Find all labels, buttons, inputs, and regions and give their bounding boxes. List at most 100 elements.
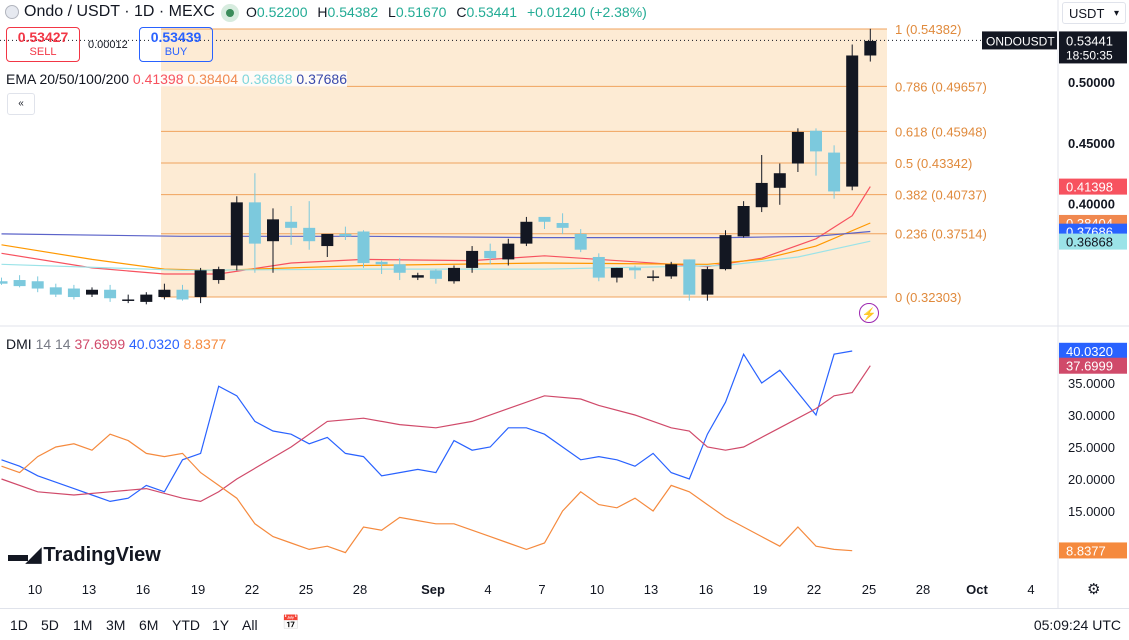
tradingview-logo: ▬◢ TradingView xyxy=(8,544,161,566)
sell-button[interactable]: 0.53427 SELL xyxy=(6,27,80,62)
ema-line xyxy=(1,240,871,271)
ema-badge-bg xyxy=(1059,178,1127,195)
dmi-y-tick-label: 15.0000 xyxy=(1068,504,1115,519)
dmi-badge-bg xyxy=(1059,542,1127,559)
calendar-goto-icon[interactable]: 📅 xyxy=(282,614,300,630)
range-5d[interactable]: 5D xyxy=(41,617,59,633)
last-price-tag: 0.53441 xyxy=(1066,33,1113,48)
lightning-icon[interactable]: ⚡ xyxy=(859,303,879,323)
buy-button[interactable]: 0.53439 BUY xyxy=(139,27,213,62)
candle-body xyxy=(122,299,135,301)
x-tick-label: 19 xyxy=(191,582,205,597)
spread-value: 0.00012 xyxy=(88,39,128,51)
y-tick-label: 0.45000 xyxy=(1068,136,1115,151)
candle-body xyxy=(502,243,515,260)
candle-body xyxy=(357,231,370,264)
x-tick-label: 28 xyxy=(916,582,930,597)
market-status-icon[interactable] xyxy=(221,4,239,22)
dmi-y-tick-label: 25.0000 xyxy=(1068,440,1115,455)
candle-body xyxy=(810,130,822,152)
x-tick-label: 4 xyxy=(484,582,491,597)
candle-body xyxy=(791,131,804,164)
ema-line xyxy=(1,222,871,271)
x-tick-label: 4 xyxy=(1027,582,1034,597)
x-tick-label: 22 xyxy=(807,582,821,597)
candle-body xyxy=(411,275,424,278)
dmi-legend[interactable]: DMI 14 14 37.6999 40.0320 8.8377 xyxy=(6,336,227,352)
candle-body xyxy=(0,281,8,284)
range-3m[interactable]: 3M xyxy=(106,617,126,633)
candle-body xyxy=(176,289,189,300)
candle-body xyxy=(321,233,334,247)
range-1d[interactable]: 1D xyxy=(10,617,28,633)
ondo-logo-icon xyxy=(5,5,19,19)
x-tick-label: 25 xyxy=(299,582,313,597)
candle-body xyxy=(592,256,605,278)
range-1y[interactable]: 1Y xyxy=(212,617,230,633)
currency-select[interactable]: USDT ▾ xyxy=(1062,2,1126,24)
ema-badge-bg xyxy=(1059,233,1127,250)
adx-value: 8.8377 xyxy=(183,336,227,352)
y-tick-label: 0.40000 xyxy=(1068,197,1115,212)
dmi-line xyxy=(1,433,853,554)
candle-body xyxy=(665,264,678,277)
countdown-tag: 18:50:35 xyxy=(1066,48,1113,62)
range-1m[interactable]: 1M xyxy=(73,617,93,633)
candle-body xyxy=(31,281,44,289)
ema-badge: 0.41398 xyxy=(1066,180,1113,195)
candle-body xyxy=(629,267,641,271)
dmi-y-tick-label: 35.0000 xyxy=(1068,376,1115,391)
candle-body xyxy=(194,270,207,298)
collapse-legend-button[interactable]: « xyxy=(7,93,35,115)
dmi-y-tick-label: 30.0000 xyxy=(1068,408,1115,423)
candle-body xyxy=(49,287,62,295)
utc-clock[interactable]: 05:09:24 UTC xyxy=(1033,617,1121,633)
candle-body xyxy=(755,182,768,208)
candle-body xyxy=(701,269,714,295)
range-6m[interactable]: 6M xyxy=(139,617,159,633)
candle-body xyxy=(647,276,660,278)
range-ytd[interactable]: YTD xyxy=(172,617,200,633)
candle-body xyxy=(719,235,732,270)
fib-level-label: 1 (0.54382) xyxy=(895,22,962,37)
candle-body xyxy=(484,250,497,259)
candle-body xyxy=(140,294,153,302)
candle-body xyxy=(448,267,460,282)
candle-body xyxy=(339,233,352,237)
symbol-title[interactable]: Ondo / USDT · 1D · MEXC xyxy=(24,3,215,20)
candle-body xyxy=(773,173,786,188)
candle-body xyxy=(267,219,279,242)
fib-level-label: 0.618 (0.45948) xyxy=(895,124,987,139)
candle-body xyxy=(610,267,623,278)
ema-legend[interactable]: EMA 20/50/100/200 0.41398 0.38404 0.3686… xyxy=(6,71,347,87)
symbol-tag: ONDOUSDT xyxy=(986,34,1055,48)
candle-body xyxy=(248,202,261,244)
tradingview-mark-icon: ▬◢ xyxy=(8,544,41,566)
fib-level-label: 0.236 (0.37514) xyxy=(895,227,987,242)
candle-body xyxy=(375,261,388,265)
candle-body xyxy=(864,40,877,56)
x-tick-label: 25 xyxy=(862,582,876,597)
x-tick-label: Oct xyxy=(966,582,988,597)
x-tick-label: 19 xyxy=(753,582,767,597)
ema20-value: 0.41398 xyxy=(132,71,184,87)
range-all[interactable]: All xyxy=(242,617,258,633)
fib-level-label: 0 (0.32303) xyxy=(895,290,962,305)
open-value: 0.52200 xyxy=(256,4,308,20)
ema100-value: 0.36868 xyxy=(241,71,293,87)
x-tick-label: 16 xyxy=(136,582,150,597)
dmi-y-tick-label: 20.0000 xyxy=(1068,472,1115,487)
candle-body xyxy=(828,152,841,192)
last-price-tag-bg xyxy=(1059,31,1127,64)
low-value: 0.51670 xyxy=(395,4,447,20)
close-value: 0.53441 xyxy=(466,4,518,20)
candle-body xyxy=(158,289,171,298)
candle-body xyxy=(429,270,442,279)
candle-body xyxy=(846,55,859,187)
candle-body xyxy=(86,289,98,295)
candle-body xyxy=(104,289,117,299)
x-tick-label: Sep xyxy=(421,582,445,597)
settings-icon[interactable]: ⚙ xyxy=(1087,581,1101,598)
candle-body xyxy=(556,222,569,228)
